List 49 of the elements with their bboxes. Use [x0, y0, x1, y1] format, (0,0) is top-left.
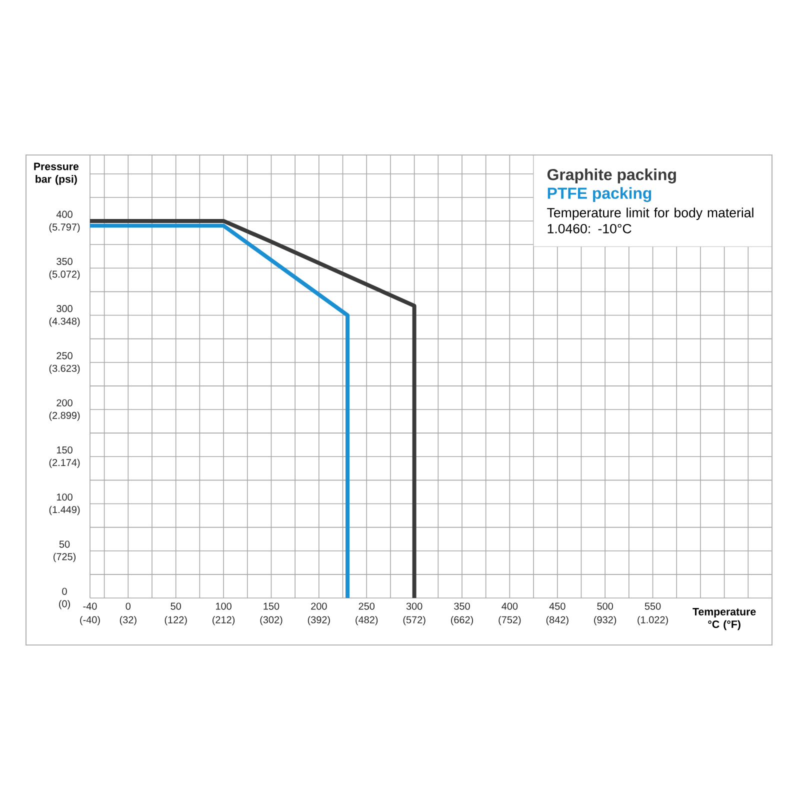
x-axis-title: Temperature °C (°F): [692, 608, 756, 630]
y-tick-label: 150: [56, 446, 72, 454]
x-tick-label: 100: [216, 602, 232, 610]
x-tick-label: -40: [83, 602, 97, 610]
y-tick-label: 300: [56, 305, 72, 312]
x2-tick-label: (752): [498, 616, 521, 626]
y2-tick-label: (4.348): [49, 317, 80, 327]
x-tick-label: 300: [406, 602, 422, 610]
x2-tick-label: (932): [594, 616, 616, 626]
y-tick-label: 250: [56, 352, 72, 360]
x2-tick-label: (392): [308, 616, 330, 626]
x-tick-label: 550: [644, 602, 661, 610]
x2-tick-label: (302): [260, 616, 282, 626]
y-tick-label: 100: [56, 494, 72, 501]
y2-tick-label: (5.797): [49, 223, 80, 233]
y-tick-label: 50: [59, 540, 70, 548]
x-tick-label: 150: [264, 602, 280, 610]
x-tick-label: 50: [170, 602, 181, 610]
x-tick-label: 200: [311, 602, 327, 610]
text: Graphite packing: [547, 168, 676, 184]
x2-tick-label: (212): [212, 616, 235, 626]
x2-tick-label: (572): [403, 616, 426, 626]
x-tick-label: 250: [358, 602, 375, 610]
y-axis-title: Pressure bar (psi): [34, 162, 79, 185]
y-tick-label: 200: [56, 399, 72, 406]
x-tick-label: 500: [597, 602, 613, 610]
x-tick-label: 400: [502, 602, 518, 610]
x-tick-label: 450: [549, 602, 566, 610]
x2-tick-label: (482): [356, 616, 378, 626]
y-tick-label: 350: [56, 258, 72, 265]
y2-tick-label: (725): [54, 552, 76, 562]
y2-tick-label: (3.623): [49, 364, 80, 374]
x2-tick-label: (-40): [80, 616, 100, 626]
x2-tick-label: (662): [451, 616, 474, 626]
y2-tick-label: (1.449): [49, 506, 80, 516]
text: PTFE packing: [548, 187, 652, 202]
x-tick-label: 0: [126, 602, 131, 610]
x2-tick-label: (842): [546, 616, 568, 626]
x-tick-label: 350: [454, 602, 470, 610]
x2-tick-label: (1.022): [638, 616, 668, 626]
x2-tick-label: (32): [120, 616, 136, 626]
x2-tick-label: (122): [164, 616, 187, 626]
annotation: Temperature limit for body material 1.0460: -10°C: [547, 208, 754, 234]
y-tick-label: 0: [62, 588, 67, 595]
y-tick-label: 400: [56, 210, 72, 218]
y2-tick-label: (0): [59, 600, 70, 610]
y2-tick-label: (2.899): [49, 412, 80, 421]
y2-tick-label: (5.072): [49, 270, 80, 280]
y2-tick-label: (2.174): [49, 458, 80, 468]
